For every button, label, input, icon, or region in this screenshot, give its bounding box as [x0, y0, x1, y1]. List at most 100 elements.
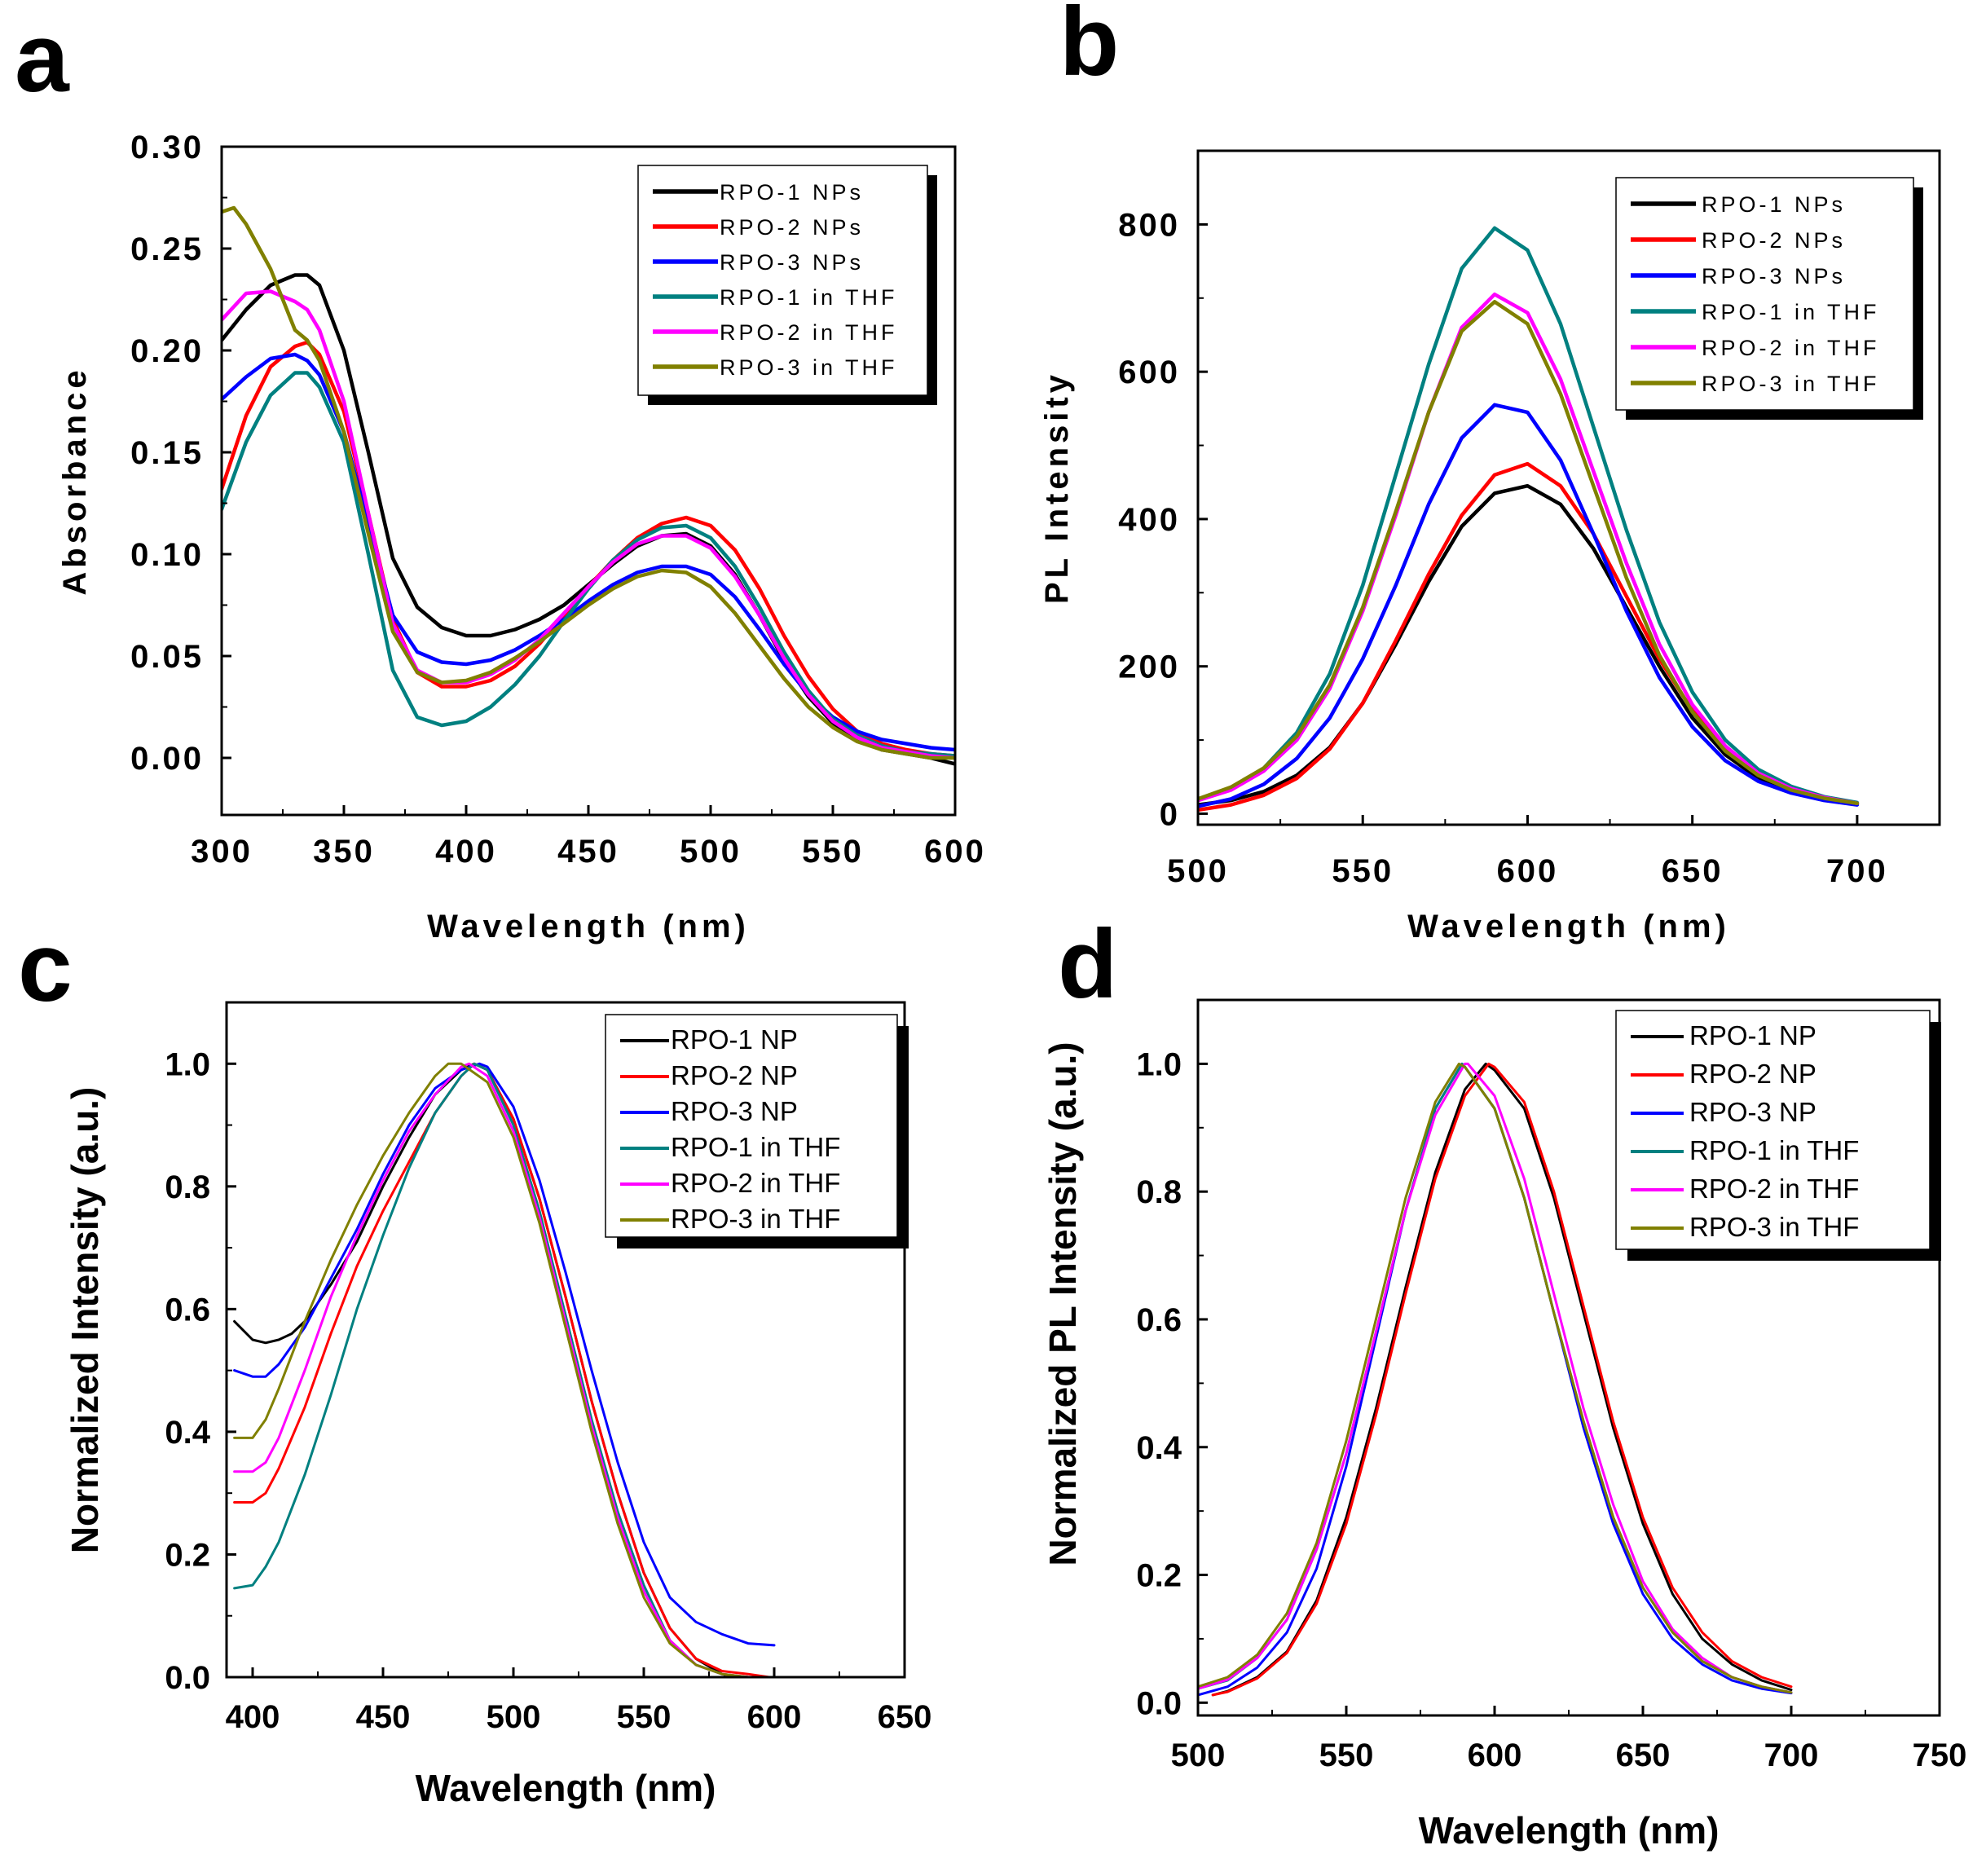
legend: RPO-1 NPs RPO-2 NPs RPO-3 NPs RPO-1 in THF R…	[637, 165, 937, 405]
legend-label-rpo-3-in-thf: RPO-3 in THF	[671, 1204, 840, 1234]
plot-frame	[225, 1001, 906, 1679]
chart-panel-c: 400 450 500 550 600 650 0.0 0.2 0.4 0.6 0.8 1.0 Wave…	[64, 1001, 932, 1809]
legend: RPO-1 NPs RPO-2 NPs RPO-3 NPs RPO-1 in THF R…	[1615, 177, 1923, 420]
panel-letter-b: b	[1059, 0, 1119, 96]
legend-label-rpo-1-nps: RPO-1 NPs	[1702, 192, 1846, 217]
legend-label-rpo-3-in-thf: RPO-3 in THF	[720, 355, 898, 380]
series-line-rpo-3-nps	[1198, 403, 1860, 808]
x-tick-label: 450	[356, 1699, 411, 1735]
series-line-rpo-2-in-thf	[222, 289, 955, 760]
series-line-rpo-1-in-thf	[233, 1062, 750, 1677]
x-tick-label: 600	[924, 834, 986, 870]
x-tick-label: 550	[802, 834, 864, 870]
series-line-rpo-2-in-thf	[233, 1062, 750, 1677]
x-tick-label: 750	[1913, 1737, 1967, 1773]
y-tick-label: 0.30	[130, 130, 204, 165]
legend-label-rpo-3-nps: RPO-3 NPs	[1702, 264, 1846, 288]
legend-label-rpo-2-in-thf: RPO-2 in THF	[1702, 336, 1880, 360]
legend-box	[605, 1014, 898, 1238]
x-tick-label: 700	[1826, 853, 1888, 889]
y-tick-label: 600	[1118, 355, 1180, 390]
panel-letter-c: c	[18, 913, 73, 1022]
x-tick-label: 400	[435, 834, 497, 870]
chart-panel-d: 500 550 600 650 700 750 0.0 0.2 0.4 0.6 0.8 1.0 Wave…	[1041, 998, 1967, 1852]
series-line-rpo-3-in-thf	[233, 1062, 750, 1677]
y-tick-label: 0.6	[1136, 1302, 1182, 1338]
series-line-rpo-3-in-thf	[1198, 300, 1860, 806]
legend-label-rpo-1-in-thf: RPO-1 in THF	[1702, 300, 1880, 324]
y-tick-label: 0.4	[165, 1415, 210, 1451]
x-tick-label: 650	[1662, 853, 1724, 889]
y-tick-label: 0.0	[165, 1660, 210, 1696]
panel-letter-d: d	[1058, 909, 1117, 1019]
legend-label-rpo-1-nps: RPO-1 NPs	[720, 180, 864, 205]
legend-label-rpo-2-np: RPO-2 NP	[1689, 1059, 1816, 1089]
y-tick-label: 0.25	[130, 231, 204, 267]
legend: RPO-1 NP RPO-2 NP RPO-3 NP RPO-1 in THF RPO-…	[1615, 1010, 1941, 1261]
y-tick-label: 800	[1118, 207, 1180, 243]
y-tick-label: 400	[1118, 502, 1180, 538]
panel-letter-a: a	[15, 3, 70, 112]
series-line-rpo-1-nps	[1198, 483, 1860, 807]
x-tick-label: 650	[1616, 1737, 1671, 1773]
legend-label-rpo-2-in-thf: RPO-2 in THF	[720, 320, 898, 345]
legend-label-rpo-2-in-thf: RPO-2 in THF	[671, 1168, 840, 1198]
y-axis-title: Normalized Intensity (a.u.)	[64, 1087, 106, 1554]
series-group	[222, 205, 955, 766]
y-tick-label: 0	[1160, 796, 1180, 832]
series-line-rpo-1-in-thf	[222, 371, 955, 758]
y-tick-label: 0.8	[1136, 1174, 1182, 1210]
x-tick-label: 600	[747, 1699, 802, 1735]
series-line-rpo-1-in-thf	[1198, 226, 1860, 805]
y-tick-label: 0.2	[1136, 1558, 1182, 1594]
legend-label-rpo-1-in-thf: RPO-1 in THF	[1689, 1135, 1859, 1165]
plot-frame	[1196, 149, 1941, 826]
x-tick-label: 550	[617, 1699, 672, 1735]
y-tick-label: 0.8	[165, 1169, 210, 1205]
series-line-rpo-3-in-thf	[222, 205, 955, 760]
y-tick-label: 0.4	[1136, 1430, 1182, 1466]
legend-label-rpo-2-nps: RPO-2 NPs	[720, 215, 864, 240]
y-axis-title: Normalized PL Intensity (a.u.)	[1041, 1041, 1084, 1566]
x-tick-label: 500	[1171, 1737, 1226, 1773]
x-tick-label: 550	[1319, 1737, 1374, 1773]
y-axis-title: Absorbance	[57, 366, 93, 595]
x-axis-title: Wavelength (nm)	[1407, 909, 1730, 945]
y-tick-label: 0.20	[130, 333, 204, 369]
x-tick-label: 650	[878, 1699, 932, 1735]
legend-label-rpo-3-nps: RPO-3 NPs	[720, 250, 864, 275]
legend-label-rpo-1-np: RPO-1 NP	[671, 1024, 798, 1055]
legend-label-rpo-1-np: RPO-1 NP	[1689, 1020, 1816, 1050]
x-tick-label: 400	[226, 1699, 280, 1735]
y-tick-label: 0.0	[1136, 1685, 1182, 1721]
x-tick-label: 600	[1497, 853, 1559, 889]
y-tick-label: 0.2	[165, 1537, 210, 1573]
legend-label-rpo-2-in-thf: RPO-2 in THF	[1689, 1174, 1859, 1204]
x-tick-label: 350	[313, 834, 375, 870]
series-line-rpo-2-np	[1211, 1062, 1793, 1697]
legend-label-rpo-3-in-thf: RPO-3 in THF	[1689, 1212, 1859, 1242]
series-group	[1198, 1062, 1793, 1697]
legend-box	[1615, 1010, 1931, 1250]
y-tick-label: 1.0	[165, 1046, 210, 1082]
x-tick-label: 300	[191, 834, 253, 870]
series-group	[233, 1062, 776, 1677]
x-tick-label: 500	[487, 1699, 541, 1735]
series-group	[1198, 226, 1860, 812]
x-axis-title: Wavelength (nm)	[1419, 1809, 1720, 1852]
series-line-rpo-3-in-thf	[1198, 1062, 1793, 1694]
legend-label-rpo-1-in-thf: RPO-1 in THF	[720, 285, 898, 310]
series-line-rpo-2-in-thf	[1198, 292, 1860, 806]
x-tick-label: 550	[1332, 853, 1394, 889]
legend-label-rpo-1-in-thf: RPO-1 in THF	[671, 1132, 840, 1162]
y-tick-label: 0.10	[130, 537, 204, 573]
legend-label-rpo-2-nps: RPO-2 NPs	[1702, 228, 1846, 253]
legend-label-rpo-3-in-thf: RPO-3 in THF	[1702, 372, 1880, 396]
x-tick-label: 500	[680, 834, 742, 870]
y-tick-label: 0.05	[130, 639, 204, 675]
x-axis-title: Wavelength (nm)	[416, 1767, 716, 1809]
x-tick-label: 450	[557, 834, 619, 870]
x-tick-label: 600	[1468, 1737, 1522, 1773]
legend-label-rpo-2-np: RPO-2 NP	[671, 1060, 798, 1090]
series-line-rpo-2-in-thf	[1198, 1062, 1793, 1694]
